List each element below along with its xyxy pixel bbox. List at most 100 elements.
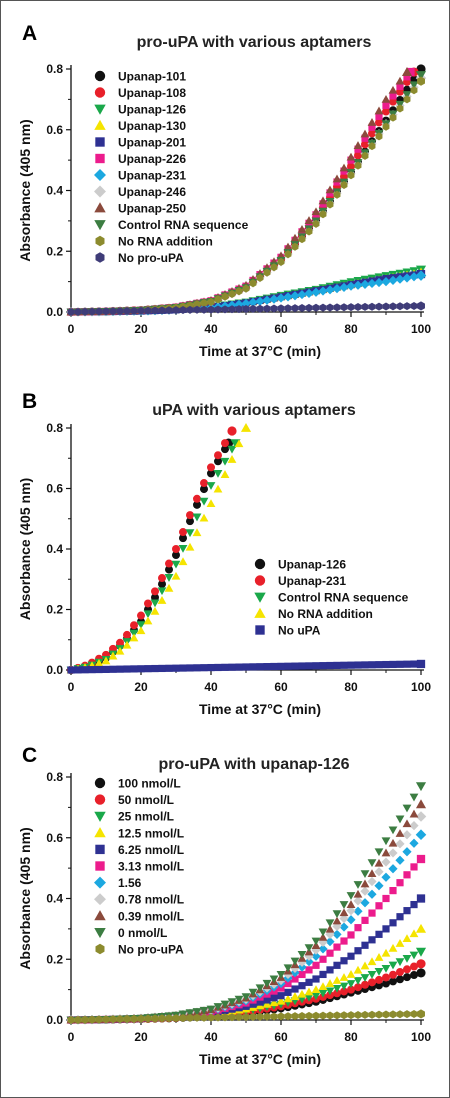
data-point (410, 660, 418, 668)
data-point (410, 1010, 418, 1019)
data-point (256, 1012, 264, 1021)
data-point (263, 268, 271, 277)
data-point (368, 1010, 376, 1019)
data-point (403, 302, 411, 311)
series-upanap-126 (67, 438, 234, 674)
data-point (207, 469, 215, 478)
data-point (360, 974, 370, 982)
data-point (395, 274, 405, 284)
data-point (151, 664, 159, 673)
data-point (388, 85, 398, 94)
data-point (284, 250, 292, 259)
data-point (158, 664, 166, 673)
y-tick-label: 0.0 (46, 1013, 63, 1027)
data-point (269, 998, 279, 1007)
data-point (158, 1014, 166, 1023)
data-point (290, 233, 300, 242)
data-point (199, 513, 209, 522)
data-point (249, 663, 257, 671)
data-point (396, 302, 404, 311)
data-point (339, 901, 349, 909)
data-point (305, 978, 313, 986)
data-point (158, 574, 166, 583)
legend-label: 12.5 nmol/L (118, 826, 184, 840)
panel-letter: A (22, 22, 37, 45)
data-point (353, 280, 363, 290)
data-point (353, 889, 363, 898)
data-point (185, 542, 195, 551)
legend-label: Upanap-226 (118, 152, 186, 166)
data-point (102, 307, 110, 316)
data-point (200, 485, 208, 494)
data-point (220, 470, 230, 478)
data-point (360, 898, 370, 908)
data-point (375, 302, 383, 311)
data-point (193, 500, 201, 509)
legend-marker (95, 861, 105, 871)
data-point (416, 894, 426, 903)
data-point (74, 666, 82, 674)
data-point (382, 1010, 390, 1019)
data-point (277, 257, 285, 266)
data-point (136, 626, 146, 635)
data-point (270, 662, 278, 671)
data-point (415, 947, 427, 957)
data-point (409, 951, 419, 960)
data-point (88, 666, 96, 674)
data-point (304, 994, 314, 1002)
data-point (382, 302, 390, 311)
legend-label: No uPA (278, 624, 321, 638)
y-tick-label: 0.0 (46, 305, 63, 319)
data-point (416, 659, 426, 669)
data-point (277, 1012, 285, 1021)
data-point (401, 66, 413, 76)
data-point (256, 998, 264, 1006)
data-point (319, 955, 327, 963)
data-point (417, 76, 425, 86)
series-upanap-231 (67, 426, 237, 674)
data-point (312, 1011, 320, 1020)
data-point (395, 829, 405, 837)
data-point (207, 297, 215, 306)
data-point (291, 242, 299, 251)
data-point (297, 995, 307, 1004)
data-point (347, 162, 355, 171)
legend-label: 100 nmol/L (118, 777, 181, 791)
data-point (276, 996, 286, 1005)
data-point (178, 544, 188, 553)
data-point (333, 303, 341, 312)
legend-label: 25 nmol/L (118, 810, 174, 824)
data-point (374, 277, 384, 288)
data-point (262, 999, 272, 1008)
data-point (227, 455, 237, 463)
legend-label: Upanap-250 (118, 202, 186, 216)
x-tick-label: 60 (274, 322, 288, 336)
x-tick-label: 60 (274, 680, 288, 694)
data-point (311, 207, 321, 216)
data-point (290, 992, 300, 1000)
data-point (305, 1011, 313, 1020)
data-point (207, 663, 215, 672)
data-point (410, 86, 418, 95)
data-point (137, 1014, 145, 1023)
data-point (283, 242, 293, 251)
data-point (340, 181, 348, 190)
data-point (242, 284, 250, 293)
data-point (242, 304, 250, 313)
data-point (263, 996, 271, 1004)
data-point (151, 587, 159, 596)
data-point (157, 596, 167, 604)
data-point (354, 661, 362, 669)
data-point (347, 1011, 355, 1020)
data-point (326, 1011, 334, 1020)
data-point (395, 76, 405, 85)
data-point (402, 91, 412, 99)
data-point (409, 81, 419, 90)
y-tick-label: 0.6 (46, 831, 63, 845)
data-point (388, 943, 398, 952)
data-point (193, 1013, 201, 1022)
data-point (298, 1011, 306, 1020)
legend-label: No pro-uPA (118, 943, 184, 957)
data-point (179, 306, 187, 315)
